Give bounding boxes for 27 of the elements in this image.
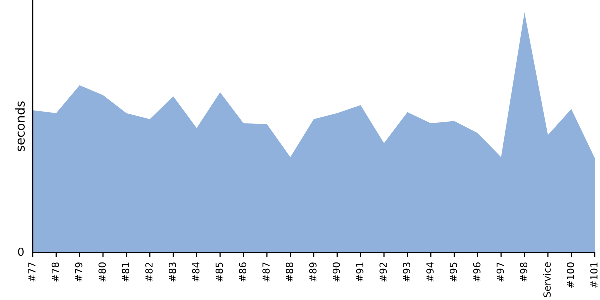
x-tick-label: #100 [567,262,574,288]
x-tick-label: #85 [216,262,224,282]
x-tick-label: #91 [356,262,364,282]
x-tick-label: #97 [496,262,504,282]
x-tick-label: #82 [146,263,153,282]
x-tick-label: #86 [239,262,247,282]
x-tick-label: #101 [590,262,598,288]
x-tick-label: #95 [450,262,458,282]
x-tick-label: #80 [98,262,106,282]
x-tick-label: Service [543,262,551,298]
x-tick-label: #78 [52,262,60,282]
x-tick-label: #84 [192,262,200,282]
x-tick-label: #79 [75,262,83,282]
x-tick-label: #89 [309,262,317,282]
x-tick-label: #88 [286,262,294,282]
x-tick-label: #90 [332,262,340,282]
x-tick-label: #96 [473,262,481,282]
x-tick-label: #94 [426,262,434,282]
x-tick-label: #93 [403,262,410,282]
text: 0 [18,248,24,256]
x-tick-label: #81 [122,262,130,282]
y-axis-title: seconds [15,102,26,152]
x-tick-label: #92 [380,263,388,282]
x-tick-label: #98 [520,262,528,282]
x-tick-label: #77 [28,262,36,282]
x-tick-label: #83 [168,262,176,282]
x-tick-label: #87 [262,262,270,282]
